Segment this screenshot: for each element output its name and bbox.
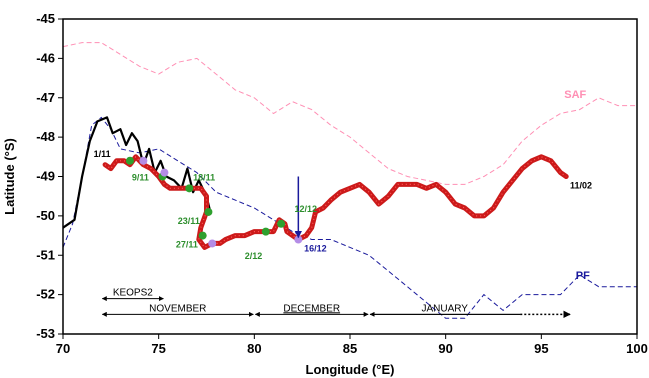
pf-front-line: [62, 116, 637, 319]
green-marker-4: [198, 231, 207, 240]
x-axis-title: Longitude (°E): [306, 362, 395, 377]
y-tick-label--45: -45: [36, 11, 55, 26]
lilac-marker-1: [160, 168, 169, 177]
saf-label: SAF: [564, 89, 586, 101]
saf-front-line: [62, 42, 637, 185]
green-marker-5: [261, 227, 270, 236]
november-label: NOVEMBER: [149, 303, 206, 314]
keops2-label: KEOPS2: [113, 288, 153, 299]
date-label-27-11: 27/11: [176, 239, 198, 249]
green-marker-3: [204, 207, 213, 216]
date-label-16-12: 16/12: [304, 243, 327, 253]
pf-label: PF: [576, 270, 590, 282]
y-tick-label--46: -46: [36, 50, 55, 65]
x-tick-label-95: 95: [534, 341, 548, 356]
lilac-marker-0: [139, 156, 148, 165]
january-label: JANUARY: [421, 303, 468, 314]
date-label-11-02: 11/02: [570, 180, 592, 190]
plot-area: 1/11 9/11 18/11 23/11 27/11 2/12 12/12 16/12 11/…: [62, 42, 637, 319]
green-marker-2: [185, 184, 194, 193]
x-tick-label-100: 100: [626, 341, 648, 356]
axes: 70 75 80 85 90 95 100 -45 -46 -47 -48 -49 -50 -51 -52 -…: [36, 11, 648, 356]
date-label-12-12: 12/12: [295, 204, 318, 214]
y-tick-label--47: -47: [36, 90, 55, 105]
red-trajectory-line: [102, 154, 569, 250]
y-tick-label--49: -49: [36, 169, 55, 184]
green-marker-0: [125, 156, 134, 165]
x-tick-label-90: 90: [438, 341, 452, 356]
date-label-18-11: 18/11: [193, 172, 215, 182]
lilac-marker-2: [208, 239, 217, 248]
date-label-9-11: 9/11: [132, 172, 149, 182]
y-tick-label--53: -53: [36, 326, 55, 341]
y-tick-label--50: -50: [36, 208, 55, 223]
x-tick-label-70: 70: [56, 341, 70, 356]
x-tick-label-75: 75: [151, 341, 165, 356]
y-tick-label--51: -51: [36, 247, 55, 262]
y-axis-title: Latitude (°S): [2, 138, 17, 215]
x-tick-label-85: 85: [343, 341, 357, 356]
date-label-23-11: 23/11: [178, 216, 200, 226]
x-tick-label-80: 80: [247, 341, 261, 356]
date-label-2-12: 2/12: [245, 251, 263, 261]
y-tick-label--48: -48: [36, 129, 55, 144]
y-tick-label--52: -52: [36, 287, 55, 302]
date-label-1-11: 1/11: [94, 149, 111, 159]
green-marker-6: [277, 219, 286, 228]
december-label: DECEMBER: [283, 303, 340, 314]
